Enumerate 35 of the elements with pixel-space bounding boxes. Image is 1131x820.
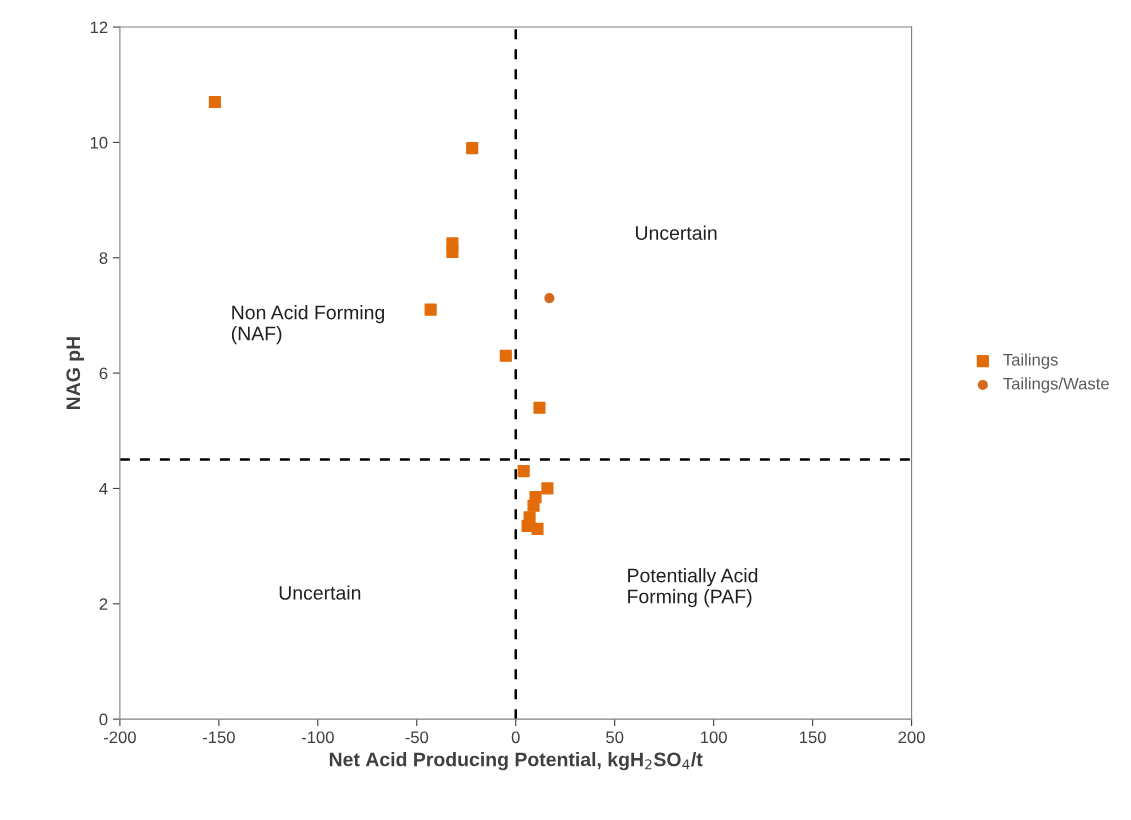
x-tick-label: 50 (606, 731, 624, 744)
annotation: Potentially Acid Forming (PAF) (628, 568, 758, 608)
y-tick-label: 6 (99, 367, 108, 380)
x-tick-label: 0 (511, 731, 520, 744)
x-tick-label: -50 (405, 731, 429, 744)
point (533, 401, 546, 414)
point (544, 293, 555, 304)
legend-label: Tailings/Waste (1003, 377, 1109, 393)
point (446, 245, 459, 259)
legend-label: Tailings (1003, 353, 1058, 369)
annotation: Non Acid Forming (NAF) (231, 305, 385, 345)
point (517, 465, 530, 478)
y-tick-label: 0 (99, 713, 108, 726)
y-tick-label: 4 (99, 483, 108, 495)
point (424, 303, 437, 316)
point (541, 482, 554, 495)
point (499, 349, 512, 362)
point (527, 499, 540, 512)
y-tick-label: 12 (90, 21, 108, 34)
y-tick-label: 2 (99, 598, 108, 610)
y-tick-label: 8 (99, 252, 108, 264)
x-axis-title: Net Acid Producing Potential, kgH$_{2}$SO$_{4}$/t (329, 752, 703, 771)
x-tick-label: -150 (202, 731, 235, 744)
annotation: Uncertain (635, 225, 717, 240)
y-axis-title: NAG pH (66, 337, 84, 410)
x-tick-label: -200 (103, 731, 136, 744)
point (208, 95, 221, 109)
point (466, 142, 479, 155)
x-tick-label: 150 (799, 731, 826, 744)
y-tick-label: 10 (90, 136, 108, 149)
point (531, 522, 544, 535)
x-tick-label: 100 (701, 731, 727, 744)
x-tick-label: 200 (898, 731, 925, 744)
x-tick-label: -100 (301, 731, 334, 744)
annotation: Uncertain (279, 585, 361, 600)
